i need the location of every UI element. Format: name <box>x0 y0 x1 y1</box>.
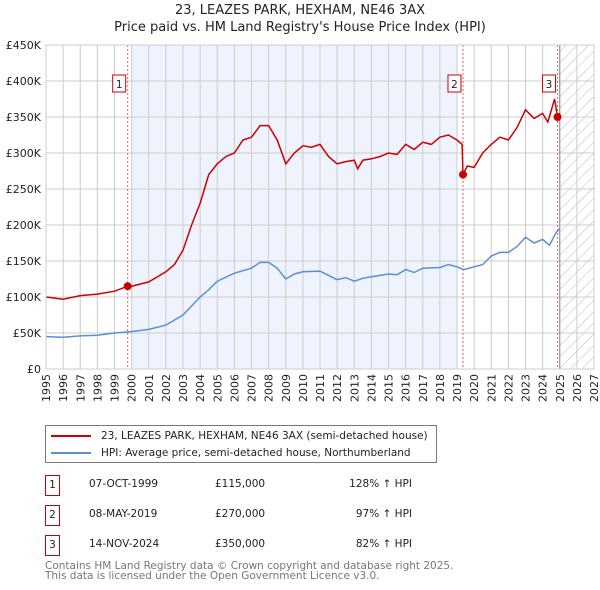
series-line <box>45 98 561 300</box>
sale-price: £115,000 <box>215 478 266 490</box>
y-tick-label: £400K <box>6 75 42 88</box>
sale-date: 14-NOV-2024 <box>89 538 160 550</box>
legend-swatch <box>51 435 91 437</box>
x-tick-label: 2008 <box>263 374 276 402</box>
x-tick-label: 2022 <box>502 374 515 402</box>
x-tick-label: 2012 <box>331 374 344 402</box>
x-tick-label: 2026 <box>571 374 584 402</box>
sale-marker-label: 3 <box>546 79 553 91</box>
x-tick-label: 2005 <box>211 374 224 402</box>
x-tick-label: 2023 <box>520 374 533 402</box>
sale-point <box>123 282 132 291</box>
legend-swatch <box>51 452 91 454</box>
x-tick-label: 2002 <box>160 374 173 402</box>
sale-hpi-change: 82% ↑ HPI <box>355 538 412 550</box>
y-tick-label: £300K <box>6 147 42 160</box>
y-tick-label: £450K <box>6 39 42 52</box>
x-tick-label: 2006 <box>228 374 241 402</box>
sale-marker-label: 2 <box>451 79 458 91</box>
sale-point <box>553 113 562 121</box>
sale-price: £270,000 <box>215 508 266 520</box>
sale-date: 08-MAY-2019 <box>89 508 158 520</box>
sale-marker-box: 2 <box>45 505 60 526</box>
x-tick-label: 2016 <box>400 374 413 402</box>
legend-item-hpi: HPI: Average price, semi-detached house,… <box>51 445 411 461</box>
chart-title: 23, LEAZES PARK, HEXHAM, NE46 3AX <box>174 3 426 18</box>
y-tick-label: £0 <box>27 363 41 376</box>
sale-hpi-change: 97% ↑ HPI <box>355 508 412 520</box>
x-tick-label: 2014 <box>365 374 378 402</box>
x-tick-label: 2021 <box>485 374 498 402</box>
x-tick-label: 2010 <box>297 374 310 402</box>
x-tick-label: 2007 <box>246 374 259 402</box>
sale-marker-box: 1 <box>45 475 60 496</box>
x-tick-label: 2003 <box>177 374 190 402</box>
x-tick-label: 1999 <box>109 374 122 402</box>
sale-date: 07-OCT-1999 <box>89 478 158 490</box>
x-tick-label: 2018 <box>434 374 447 402</box>
x-tick-label: 2024 <box>537 374 550 402</box>
x-tick-label: 2000 <box>126 374 139 402</box>
sale-marker-box: 3 <box>45 535 60 556</box>
x-tick-label: 2015 <box>383 374 396 402</box>
x-tick-label: 2027 <box>588 374 600 402</box>
legend-item-property: 23, LEAZES PARK, HEXHAM, NE46 3AX (semi-… <box>51 428 428 444</box>
x-tick-label: 2011 <box>314 374 327 402</box>
y-tick-label: £50K <box>13 327 42 340</box>
sale-row: 2 08-MAY-2019 £270,000 97% ↑ HPI <box>45 505 445 526</box>
sale-row: 3 14-NOV-2024 £350,000 82% ↑ HPI <box>45 535 445 556</box>
x-tick-label: 1998 <box>91 374 104 402</box>
sale-marker-box <box>447 74 462 93</box>
sale-marker-label: 1 <box>116 79 123 91</box>
footer-line-2: This data is licensed under the Open Gov… <box>45 570 380 582</box>
footer: Contains HM Land Registry data © Crown c… <box>45 560 454 582</box>
sale-row: 1 07-OCT-1999 £115,000 128% ↑ HPI <box>45 475 445 496</box>
sale-marker-box <box>112 74 127 93</box>
series-line <box>45 228 561 339</box>
ownership-shade <box>131 45 457 369</box>
legend: 23, LEAZES PARK, HEXHAM, NE46 3AX (semi-… <box>45 425 437 463</box>
footer-line-1: Contains HM Land Registry data © Crown c… <box>45 560 454 572</box>
x-tick-label: 2004 <box>194 374 207 402</box>
legend-label: HPI: Average price, semi-detached house,… <box>101 447 411 459</box>
x-tick-label: 2020 <box>468 374 481 402</box>
legend-label: 23, LEAZES PARK, HEXHAM, NE46 3AX (semi-… <box>101 430 428 442</box>
x-tick-label: 1997 <box>74 374 87 402</box>
y-tick-label: £100K <box>6 291 42 304</box>
y-tick-label: £350K <box>6 111 42 124</box>
x-tick-label: 2025 <box>554 374 567 402</box>
sale-marker-box <box>542 74 557 93</box>
x-tick-label: 2019 <box>451 374 464 402</box>
x-tick-label: 2017 <box>417 374 430 402</box>
plot-area: 1995 1996 1997 1998 1999 2000 2001 2002 2003 2004… <box>6 39 600 402</box>
x-tick-label: 2001 <box>143 374 156 402</box>
y-tick-label: £250K <box>6 183 42 196</box>
x-tick-label: 2013 <box>348 374 361 402</box>
x-tick-label: 1995 <box>40 374 53 402</box>
y-tick-label: £150K <box>6 255 42 268</box>
plot-border <box>45 44 595 370</box>
x-tick-label: 2009 <box>280 374 293 402</box>
sale-point <box>458 170 467 179</box>
x-tick-label: 1996 <box>57 374 70 402</box>
sale-hpi-change: 128% ↑ HPI <box>349 478 412 490</box>
chart-subtitle: Price paid vs. HM Land Registry's House … <box>114 20 486 35</box>
y-tick-label: £200K <box>6 219 42 232</box>
sale-price: £350,000 <box>215 538 266 550</box>
